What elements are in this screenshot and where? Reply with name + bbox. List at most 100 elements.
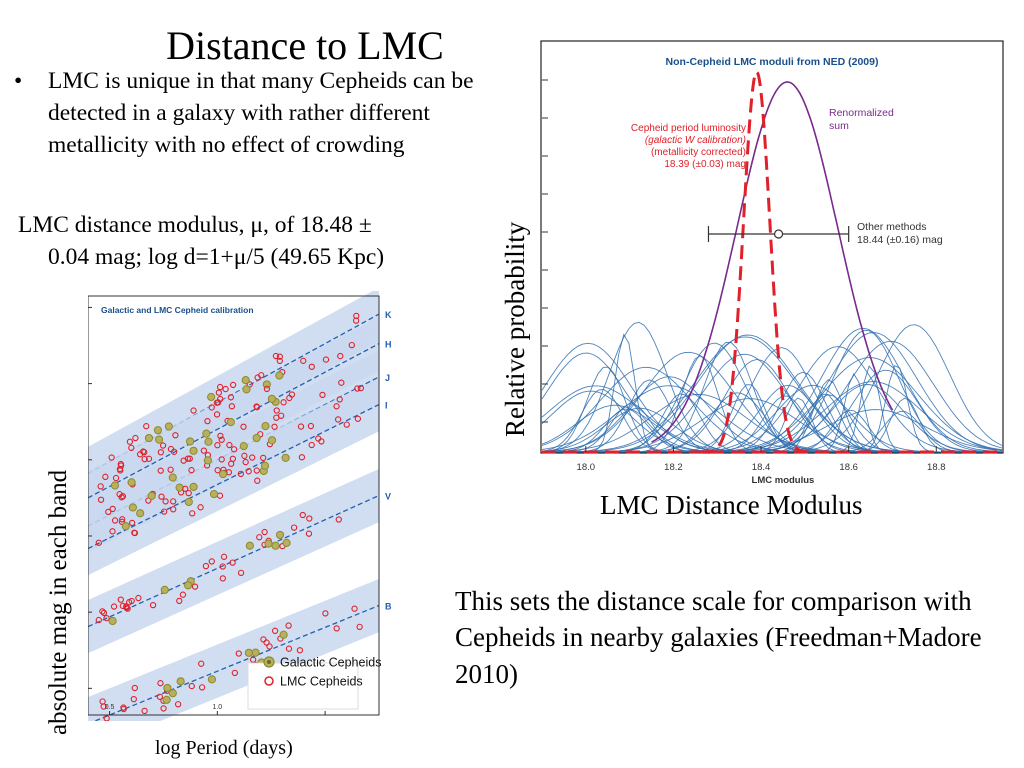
pl-galactic-point xyxy=(207,392,216,402)
pl-lmc-point xyxy=(99,698,106,705)
pl-chart-title: Galactic and LMC Cepheid calibration xyxy=(101,305,254,315)
pl-lmc-point xyxy=(100,609,108,617)
pl-lmc-point xyxy=(202,562,210,570)
pl-galactic-point xyxy=(168,689,177,698)
pl-band-label-B: B xyxy=(385,601,392,611)
pl-lmc-point xyxy=(298,454,306,461)
cepheid-annotation: Cepheid period luminosity (galactic W ca… xyxy=(631,123,746,170)
pl-lmc-point xyxy=(354,385,361,392)
pl-fit-line-V xyxy=(88,494,380,628)
pl-lmc-point xyxy=(132,434,139,442)
bullet-marker: • xyxy=(14,68,23,94)
pl-lmc-point xyxy=(190,407,197,414)
bullet-item: • LMC is unique in that many Cepheids ca… xyxy=(14,66,504,162)
pl-lmc-point xyxy=(218,456,225,463)
pl-galactic-point xyxy=(175,483,184,492)
pdf-x-tick-label: 18.0 xyxy=(577,462,596,473)
pl-lmc-point xyxy=(160,705,167,712)
pl-band-label-K: K xyxy=(385,310,392,320)
pl-lmc-point xyxy=(105,508,112,516)
renormalized-annotation-line-1: Renormalized xyxy=(829,107,894,119)
pl-plot-frame xyxy=(88,295,380,716)
pl-lmc-point xyxy=(307,422,315,430)
pl-lmc-point xyxy=(222,385,229,393)
bullet-text: LMC is unique in that many Cepheids can … xyxy=(48,68,474,158)
pl-band-label-J: J xyxy=(385,373,390,383)
pl-galactic-point xyxy=(279,630,288,639)
pl-x-tick-label: 0.5 xyxy=(105,704,115,711)
slide-title: Distance to LMC xyxy=(166,23,444,68)
pl-lmc-point xyxy=(123,604,130,611)
pl-galactic-point xyxy=(241,376,250,385)
pl-galactic-point xyxy=(176,677,185,686)
pl-galactic-point xyxy=(260,461,270,470)
pl-lmc-point xyxy=(305,530,313,537)
pl-lmc-point xyxy=(167,445,175,453)
pl-lmc-point xyxy=(354,415,362,422)
pl-galactic-point xyxy=(121,522,130,531)
pl-lmc-point xyxy=(119,516,126,523)
pl-lmc-point xyxy=(143,423,150,430)
pl-lmc-point xyxy=(235,650,242,657)
pl-lmc-point xyxy=(338,379,345,386)
pl-galactic-point xyxy=(168,473,177,482)
pl-galactic-point xyxy=(281,453,290,463)
pl-galactic-point xyxy=(209,489,219,499)
pl-galactic-point xyxy=(147,491,156,500)
pl-lmc-point xyxy=(111,517,119,524)
ned-modulus-curve xyxy=(542,341,1002,453)
pl-galactic-point xyxy=(261,422,270,431)
pl-lmc-point xyxy=(334,416,342,423)
pl-galactic-point xyxy=(264,539,273,548)
pl-lmc-point xyxy=(214,442,221,449)
pl-lmc-point xyxy=(162,498,169,505)
pl-lmc-point xyxy=(315,435,322,442)
pl-lmc-point xyxy=(172,432,179,439)
pdf-x-tick-label: 18.8 xyxy=(927,462,946,473)
pl-galactic-point xyxy=(136,509,145,518)
pl-lmc-point xyxy=(215,389,223,396)
pl-lmc-point xyxy=(112,474,120,482)
pl-galactic-point xyxy=(244,648,253,657)
pl-lmc-point xyxy=(126,438,134,445)
pl-galactic-point xyxy=(164,422,173,431)
pdf-axes-group: 18.0 18.2 18.4 18.6 18.8 LMC modulus xyxy=(542,79,946,485)
pl-lmc-point xyxy=(99,608,106,615)
pl-lmc-point xyxy=(184,455,192,462)
pl-lmc-point xyxy=(220,553,228,560)
pl-lmc-point xyxy=(216,383,224,391)
pl-lmc-point xyxy=(285,645,293,652)
pl-galactic-point xyxy=(160,585,169,594)
pl-lmc-point xyxy=(229,559,236,566)
pl-lmc-point xyxy=(141,455,148,463)
pl-lmc-point xyxy=(119,602,127,610)
pl-lmc-point xyxy=(198,684,206,691)
pdf-x-tick-label: 18.2 xyxy=(664,462,683,473)
pl-lmc-point xyxy=(109,505,116,513)
pl-lmc-point xyxy=(253,404,261,411)
pl-lmc-point xyxy=(161,508,168,515)
pl-lmc-point xyxy=(219,575,226,582)
pl-galactic-point xyxy=(162,695,171,704)
pl-galactic-point xyxy=(203,456,213,465)
pl-lmc-point xyxy=(214,467,221,474)
pl-lmc-point xyxy=(188,682,195,690)
pl-galactic-point xyxy=(108,616,117,626)
pl-legend-galactic-label: Galactic Cepheids xyxy=(280,656,381,670)
distance-probability-chart: 18.0 18.2 18.4 18.6 18.8 LMC modulus Non-Ceph… xyxy=(540,40,1004,485)
other-methods-line-1: Other methods xyxy=(857,221,926,233)
pl-lmc-point xyxy=(228,460,235,467)
pl-lmc-point xyxy=(253,467,260,474)
pdf-x-axis-label: LMC Distance Modulus xyxy=(600,490,863,520)
pl-galactic-point xyxy=(189,446,198,455)
pl-lmc-point xyxy=(182,485,189,492)
pl-lmc-point xyxy=(348,341,355,349)
pl-lmc-point xyxy=(308,363,315,370)
pl-lmc-point xyxy=(308,441,315,449)
pdf-chart-title: Non-Cepheid LMC moduli from NED (2009) xyxy=(666,56,879,68)
pl-galactic-point xyxy=(267,394,276,403)
pl-lmc-point xyxy=(230,446,238,453)
pl-galactic-point xyxy=(144,433,154,443)
pl-lmc-point xyxy=(237,470,245,477)
pl-galactic-point xyxy=(128,503,137,512)
